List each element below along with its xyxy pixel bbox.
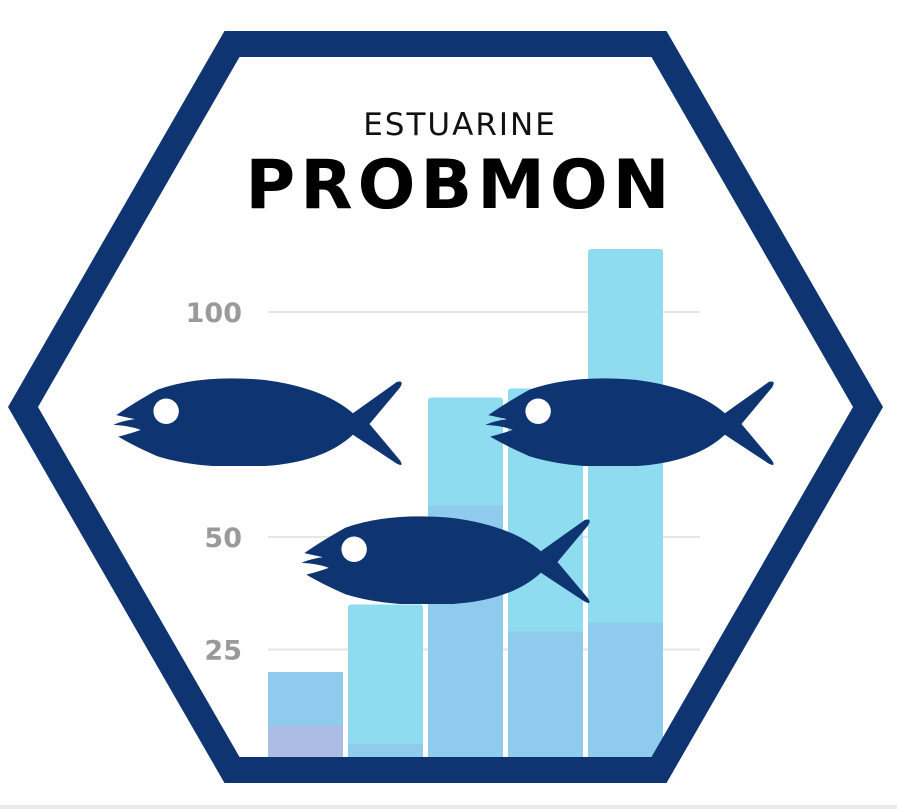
fish-icon [113,378,402,466]
y-tick-label: 100 [186,298,242,329]
bottom-divider [0,805,897,809]
bar-layer-2 [588,622,663,762]
bar-layer-1 [348,604,423,762]
logo-subtitle: ESTUARINE [363,107,557,143]
logo-title: PROBMON [245,146,674,225]
chart-y-ticks: 25 50 100 [186,298,242,667]
chart-bars [268,249,663,762]
chart: 25 50 100 [186,249,700,762]
fish-icon [485,378,774,466]
bar-layer-3 [268,726,343,762]
y-tick-label: 25 [204,636,242,667]
hexagon-frame [7,31,884,783]
y-tick-label: 50 [204,523,242,554]
bar-layer-2 [508,631,583,762]
